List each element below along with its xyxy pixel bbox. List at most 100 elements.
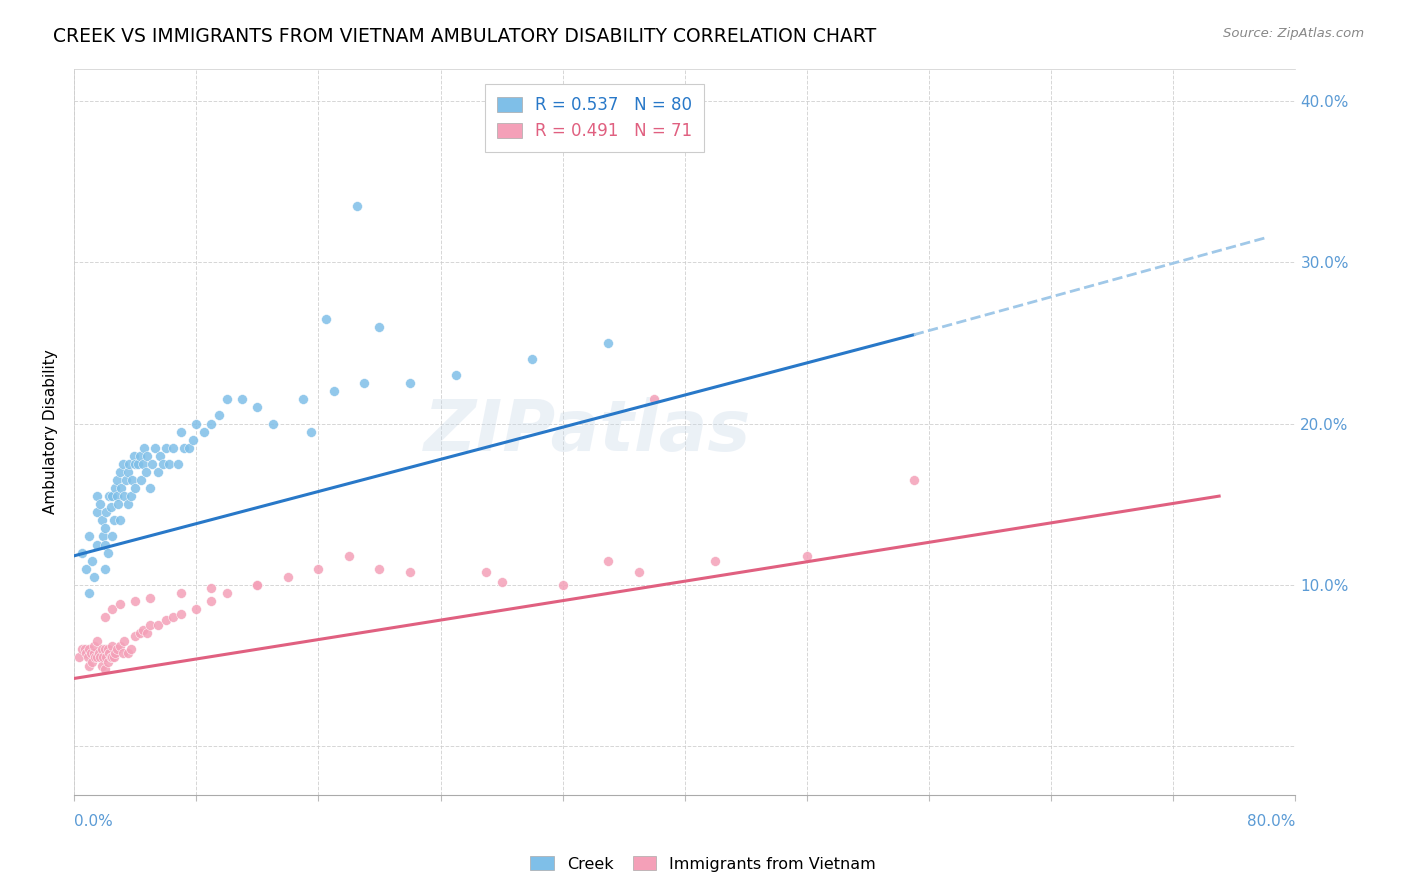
Point — [103, 513, 125, 527]
Point — [136, 449, 159, 463]
Point — [551, 578, 574, 592]
Point — [903, 473, 925, 487]
Text: 80.0%: 80.0% — [1247, 814, 1295, 829]
Point — [86, 489, 108, 503]
Point — [101, 489, 124, 503]
Point — [79, 529, 101, 543]
Point — [104, 646, 127, 660]
Point — [84, 650, 107, 665]
Point — [80, 646, 103, 660]
Point — [86, 634, 108, 648]
Point — [170, 586, 193, 600]
Point — [91, 529, 114, 543]
Point — [79, 658, 101, 673]
Point — [143, 441, 166, 455]
Point — [136, 626, 159, 640]
Point — [208, 409, 231, 423]
Point — [368, 562, 391, 576]
Point — [277, 570, 299, 584]
Point — [101, 529, 124, 543]
Point — [96, 505, 118, 519]
Point — [704, 554, 727, 568]
Point — [215, 392, 238, 407]
Point — [124, 457, 146, 471]
Point — [105, 489, 128, 503]
Point — [128, 449, 150, 463]
Point — [96, 650, 118, 665]
Point — [129, 473, 152, 487]
Point — [105, 642, 128, 657]
Point — [83, 639, 105, 653]
Point — [100, 650, 122, 665]
Point — [93, 662, 115, 676]
Point — [97, 656, 120, 670]
Point — [91, 650, 114, 665]
Point — [87, 646, 110, 660]
Point — [399, 376, 422, 391]
Point — [67, 650, 90, 665]
Point — [75, 562, 97, 576]
Point — [157, 457, 180, 471]
Point — [120, 489, 142, 503]
Point — [127, 457, 149, 471]
Point — [97, 642, 120, 657]
Point — [117, 497, 139, 511]
Point — [89, 497, 111, 511]
Point — [307, 562, 329, 576]
Point — [101, 639, 124, 653]
Point — [200, 417, 222, 431]
Point — [162, 441, 184, 455]
Point — [93, 610, 115, 624]
Point — [598, 335, 620, 350]
Point — [128, 626, 150, 640]
Text: 0.0%: 0.0% — [75, 814, 112, 829]
Point — [167, 457, 190, 471]
Point — [152, 457, 174, 471]
Point — [70, 545, 93, 559]
Point — [79, 586, 101, 600]
Point — [444, 368, 467, 383]
Point — [93, 521, 115, 535]
Point — [105, 473, 128, 487]
Point — [86, 650, 108, 665]
Point — [75, 646, 97, 660]
Point — [135, 465, 157, 479]
Point — [292, 392, 315, 407]
Point — [134, 441, 156, 455]
Point — [139, 591, 162, 605]
Point — [93, 642, 115, 657]
Point — [299, 425, 322, 439]
Point — [337, 549, 360, 563]
Point — [98, 646, 121, 660]
Point — [170, 607, 193, 621]
Point — [90, 642, 112, 657]
Legend: R = 0.537   N = 80, R = 0.491   N = 71: R = 0.537 N = 80, R = 0.491 N = 71 — [485, 84, 704, 152]
Point — [155, 441, 177, 455]
Point — [322, 384, 344, 399]
Point — [90, 658, 112, 673]
Point — [173, 441, 195, 455]
Point — [353, 376, 375, 391]
Point — [114, 634, 136, 648]
Point — [86, 505, 108, 519]
Point — [149, 449, 172, 463]
Point — [132, 457, 155, 471]
Point — [181, 433, 204, 447]
Point — [520, 351, 543, 366]
Point — [90, 513, 112, 527]
Point — [627, 565, 650, 579]
Point — [246, 578, 269, 592]
Point — [118, 457, 141, 471]
Point — [114, 489, 136, 503]
Point — [110, 481, 132, 495]
Point — [115, 473, 138, 487]
Point — [107, 497, 129, 511]
Point — [186, 417, 208, 431]
Point — [70, 642, 93, 657]
Point — [399, 565, 422, 579]
Point — [796, 549, 818, 563]
Point — [162, 610, 184, 624]
Point — [215, 586, 238, 600]
Point — [231, 392, 253, 407]
Point — [83, 570, 105, 584]
